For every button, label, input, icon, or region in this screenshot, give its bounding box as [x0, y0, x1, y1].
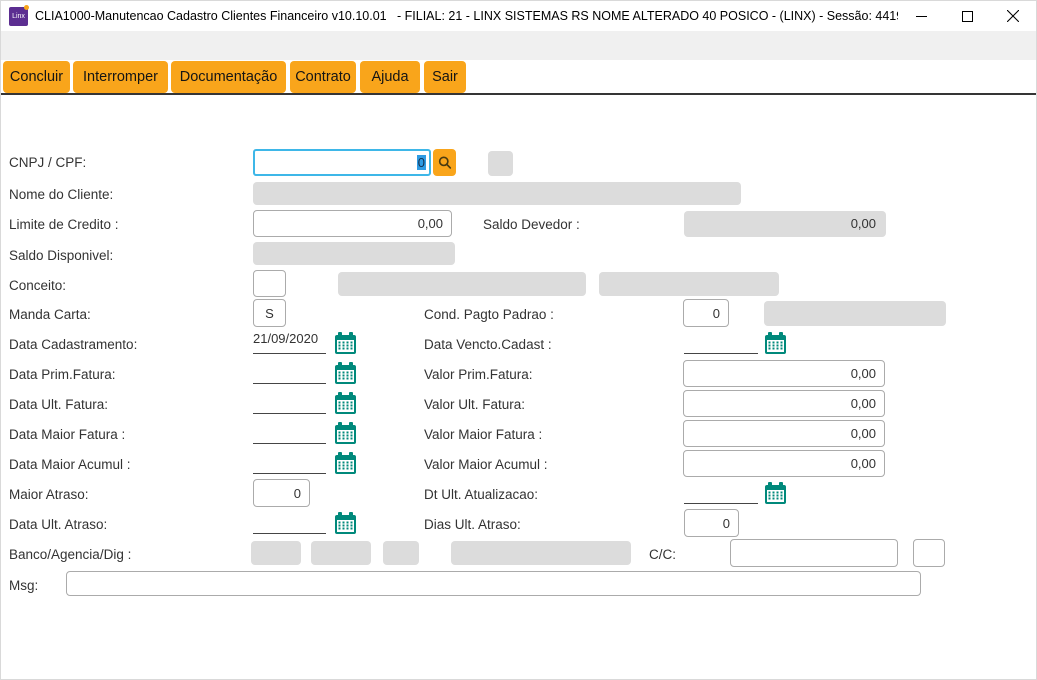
calendar-icon — [335, 452, 356, 474]
cond-pagto-label: Cond. Pagto Padrao : — [424, 307, 554, 322]
msg-input[interactable] — [66, 571, 921, 596]
cnpj-aux-readonly-field — [488, 151, 513, 176]
manda-carta-input[interactable] — [253, 299, 286, 327]
data-cadastramento-label: Data Cadastramento: — [9, 337, 138, 352]
conceito-label: Conceito: — [9, 278, 67, 293]
nome-banco-readonly-field — [451, 541, 631, 565]
data-ult-fatura-calendar-button[interactable] — [334, 392, 357, 415]
cc-digito-input[interactable] — [913, 539, 945, 567]
saldo-devedor-label: Saldo Devedor : — [483, 217, 580, 232]
valor-ult-fatura-input[interactable] — [683, 390, 885, 417]
cnpj-cpf-input[interactable]: 0 — [253, 149, 431, 176]
cond-pagto-input[interactable] — [683, 299, 729, 327]
maximize-button[interactable] — [944, 1, 990, 31]
msg-label: Msg: — [9, 578, 39, 593]
calendar-icon — [765, 482, 786, 504]
valor-ult-fatura-label: Valor Ult. Fatura: — [424, 397, 526, 412]
calendar-icon — [335, 392, 356, 414]
data-vencto-cadast-label: Data Vencto.Cadast : — [424, 337, 552, 352]
dt-ult-atualizacao-input[interactable] — [684, 481, 758, 504]
concluir-button[interactable]: Concluir — [3, 61, 70, 93]
toolbar-divider — [1, 93, 1036, 95]
calendar-icon — [335, 362, 356, 384]
saldo-disponivel-label: Saldo Disponivel: — [9, 248, 114, 263]
valor-prim-fatura-label: Valor Prim.Fatura: — [424, 367, 533, 382]
calendar-icon — [335, 422, 356, 444]
data-vencto-cadast-calendar-button[interactable] — [764, 332, 787, 355]
valor-maior-acumul-label: Valor Maior Acumul : — [424, 457, 548, 472]
data-maior-acumul-input[interactable] — [253, 451, 326, 474]
data-ult-atraso-input[interactable] — [253, 511, 326, 534]
valor-maior-fatura-label: Valor Maior Fatura : — [424, 427, 543, 442]
digito-readonly-field — [383, 541, 419, 565]
data-cadastramento-calendar-button[interactable] — [334, 332, 357, 355]
manda-carta-label: Manda Carta: — [9, 307, 91, 322]
window-title: CLIA1000-Manutencao Cadastro Clientes Fi… — [35, 9, 904, 23]
data-maior-fatura-label: Data Maior Fatura : — [9, 427, 126, 442]
conceito-desc-readonly-field — [338, 272, 586, 296]
title-bar: Linx CLIA1000-Manutencao Cadastro Client… — [1, 1, 1036, 32]
maximize-icon — [961, 10, 973, 22]
valor-maior-fatura-input[interactable] — [683, 420, 885, 447]
valor-prim-fatura-input[interactable] — [683, 360, 885, 387]
dt-ult-atualizacao-calendar-button[interactable] — [764, 482, 787, 505]
close-button[interactable] — [990, 1, 1036, 31]
search-button[interactable] — [433, 149, 456, 176]
cc-label: C/C: — [649, 547, 676, 562]
maior-atraso-label: Maior Atraso: — [9, 487, 89, 502]
cc-input[interactable] — [730, 539, 898, 567]
data-maior-acumul-label: Data Maior Acumul : — [9, 457, 131, 472]
toolbar-background-strip — [1, 31, 1036, 60]
search-icon — [438, 155, 451, 169]
cnpj-cpf-label: CNPJ / CPF: — [9, 155, 87, 170]
data-vencto-cadast-input[interactable] — [684, 331, 758, 354]
minimize-button[interactable] — [898, 1, 944, 31]
close-icon — [1007, 10, 1019, 22]
banco-readonly-field — [251, 541, 301, 565]
nome-cliente-label: Nome do Cliente: — [9, 187, 114, 202]
data-ult-atraso-calendar-button[interactable] — [334, 512, 357, 535]
cnpj-selected-text: 0 — [416, 155, 426, 170]
limite-credito-input[interactable] — [253, 210, 452, 237]
nome-cliente-readonly-field — [253, 182, 741, 205]
conceito-desc2-readonly-field — [599, 272, 779, 296]
calendar-icon — [335, 512, 356, 534]
calendar-icon — [335, 332, 356, 354]
agencia-readonly-field — [311, 541, 371, 565]
ajuda-button[interactable]: Ajuda — [360, 61, 420, 93]
data-maior-fatura-input[interactable] — [253, 421, 326, 444]
calendar-icon — [765, 332, 786, 354]
data-maior-fatura-calendar-button[interactable] — [334, 422, 357, 445]
sair-button[interactable]: Sair — [424, 61, 466, 93]
dt-ult-atualizacao-label: Dt Ult. Atualizacao: — [424, 487, 539, 502]
data-prim-fatura-input[interactable] — [253, 361, 326, 384]
maior-atraso-input[interactable] — [253, 479, 310, 507]
limite-credito-label: Limite de Credito : — [9, 217, 119, 232]
contrato-button[interactable]: Contrato — [290, 61, 356, 93]
linx-app-icon: Linx — [9, 7, 28, 26]
cond-pagto-desc-readonly-field — [764, 301, 946, 326]
saldo-disponivel-readonly-field — [253, 242, 455, 265]
dias-ult-atraso-label: Dias Ult. Atraso: — [424, 517, 521, 532]
linx-icon-dot — [24, 5, 29, 10]
minimize-icon — [915, 15, 927, 17]
documentacao-button[interactable]: Documentação — [171, 61, 286, 93]
banco-agencia-dig-label: Banco/Agencia/Dig : — [9, 547, 132, 562]
valor-maior-acumul-input[interactable] — [683, 450, 885, 477]
data-ult-atraso-label: Data Ult. Atraso: — [9, 517, 108, 532]
interromper-button[interactable]: Interromper — [73, 61, 168, 93]
data-maior-acumul-calendar-button[interactable] — [334, 452, 357, 475]
conceito-input[interactable] — [253, 270, 286, 297]
data-ult-fatura-label: Data Ult. Fatura: — [9, 397, 109, 412]
data-cadastramento-input[interactable]: 21/09/2020 — [253, 331, 326, 354]
saldo-devedor-readonly-field: 0,00 — [684, 211, 886, 237]
data-prim-fatura-calendar-button[interactable] — [334, 362, 357, 385]
data-ult-fatura-input[interactable] — [253, 391, 326, 414]
data-prim-fatura-label: Data Prim.Fatura: — [9, 367, 116, 382]
dias-ult-atraso-input[interactable] — [684, 509, 739, 537]
